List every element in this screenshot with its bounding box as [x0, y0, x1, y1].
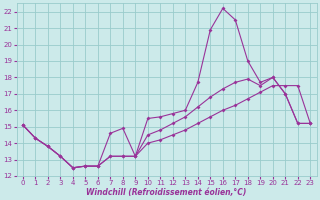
X-axis label: Windchill (Refroidissement éolien,°C): Windchill (Refroidissement éolien,°C) — [86, 188, 247, 197]
